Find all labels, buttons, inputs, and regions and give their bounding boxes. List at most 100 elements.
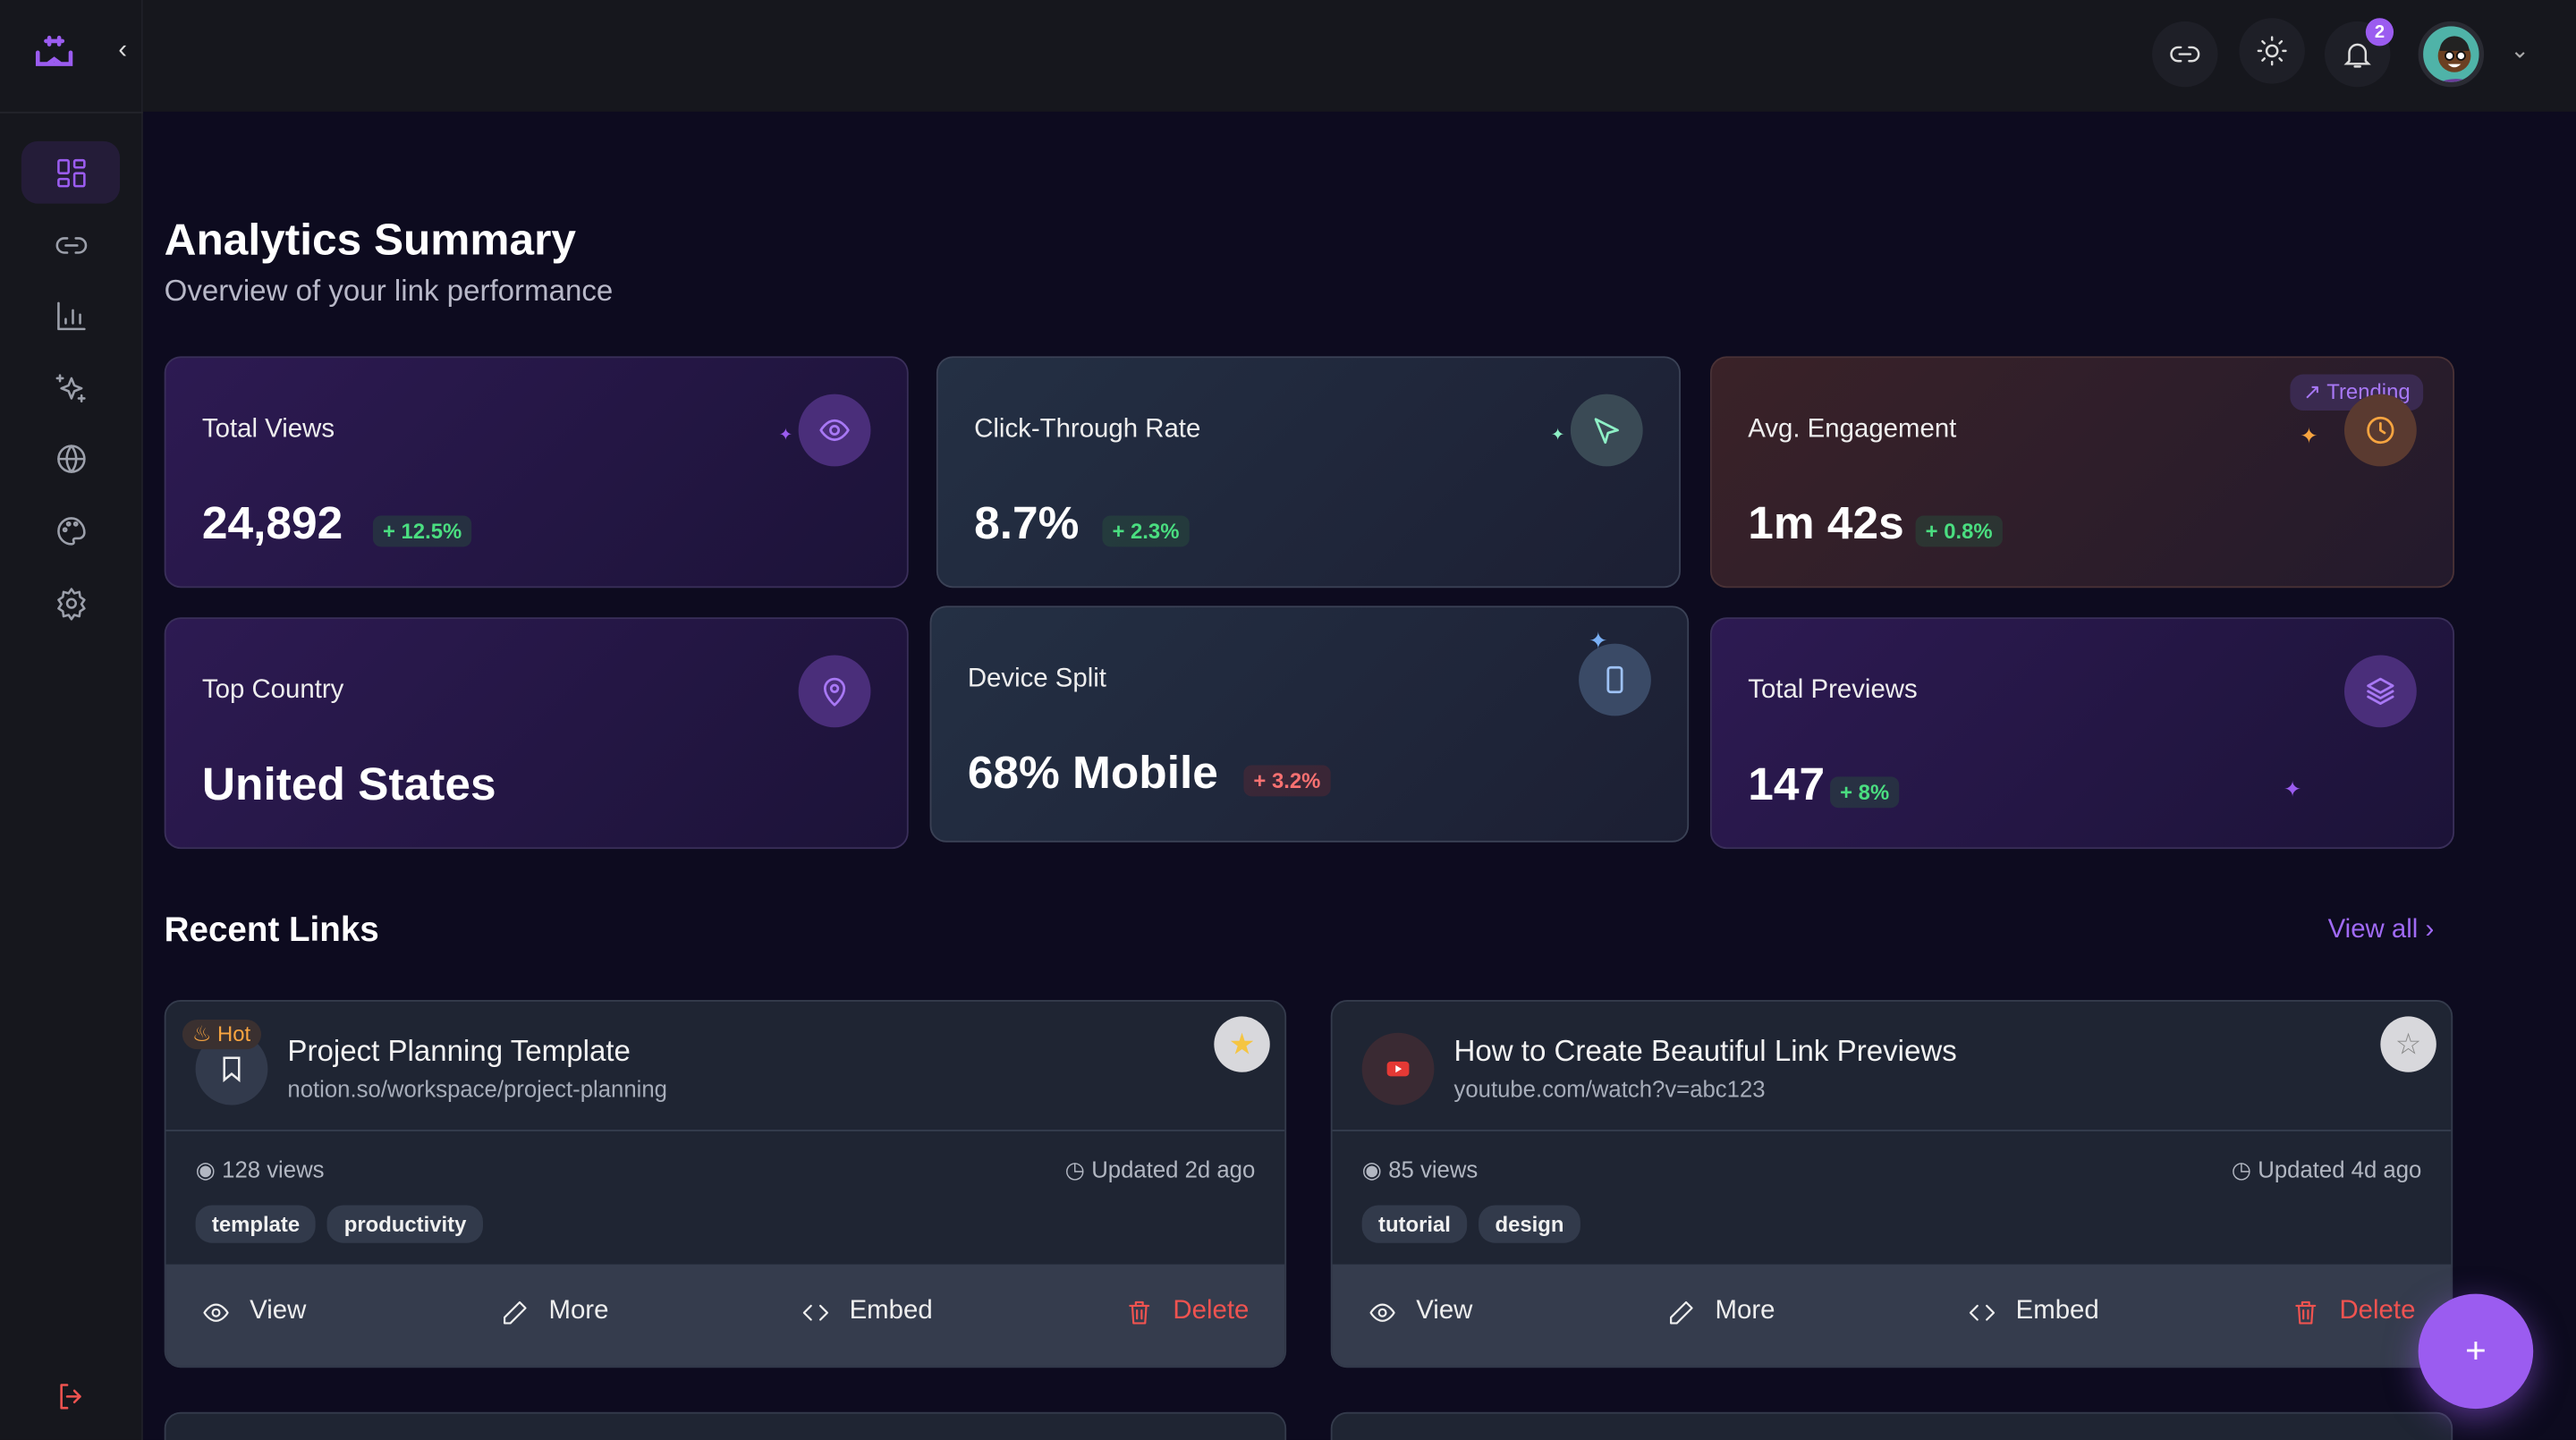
stat-label: Top Country bbox=[201, 676, 344, 705]
sparkle-icon: ✦ bbox=[2300, 423, 2318, 449]
embed-button[interactable]: Embed bbox=[1968, 1297, 2099, 1326]
avatar[interactable] bbox=[2418, 21, 2485, 88]
nav-links[interactable] bbox=[21, 214, 120, 276]
copy-link-button[interactable] bbox=[2152, 21, 2218, 88]
embed-button[interactable]: Embed bbox=[801, 1297, 933, 1326]
link-url: youtube.com/watch?v=abc123 bbox=[1453, 1075, 1766, 1102]
hot-badge: ♨ Hot bbox=[182, 1020, 261, 1050]
embed-label: Embed bbox=[849, 1297, 933, 1326]
embed-label: Embed bbox=[2015, 1297, 2099, 1326]
logo-icon[interactable] bbox=[33, 33, 76, 72]
stat-change: + 2.3% bbox=[1102, 515, 1190, 547]
updated-time: ◷ Updated 2d ago bbox=[1064, 1156, 1256, 1182]
sparkles-icon bbox=[55, 373, 85, 402]
trash-icon bbox=[1129, 1300, 1150, 1324]
stat-label: Click-Through Rate bbox=[974, 415, 1201, 444]
view-label: View bbox=[250, 1297, 307, 1326]
eye-icon bbox=[203, 1302, 229, 1322]
collapse-sidebar-button[interactable]: ‹ bbox=[118, 36, 128, 64]
tag[interactable]: template bbox=[195, 1205, 317, 1243]
add-link-button[interactable]: + bbox=[2418, 1293, 2534, 1410]
logout-button[interactable] bbox=[21, 1365, 120, 1427]
stat-change: + 0.8% bbox=[1915, 515, 2003, 547]
nav-dashboard[interactable] bbox=[21, 140, 121, 204]
updated-label: Updated 4d ago bbox=[2258, 1156, 2422, 1182]
delete-label: Delete bbox=[1173, 1297, 1250, 1326]
account-menu-chevron-icon[interactable]: ⌄ bbox=[2510, 36, 2530, 63]
tag[interactable]: design bbox=[1479, 1205, 1580, 1243]
notifications-button[interactable]: 2 bbox=[2324, 18, 2394, 88]
views-label: 128 views bbox=[222, 1156, 325, 1182]
more-button[interactable]: More bbox=[1667, 1297, 1775, 1326]
delete-button[interactable]: Delete bbox=[2292, 1297, 2415, 1326]
logout-icon bbox=[59, 1383, 80, 1409]
link-title[interactable]: Project Planning Template bbox=[287, 1034, 631, 1068]
nav-ai[interactable] bbox=[21, 356, 120, 419]
bell-icon bbox=[2343, 43, 2371, 68]
stat-label: Total Views bbox=[201, 415, 335, 444]
link-card[interactable] bbox=[1330, 1411, 2453, 1440]
stat-value: United States bbox=[201, 758, 496, 810]
more-label: More bbox=[1715, 1297, 1775, 1326]
delete-button[interactable]: Delete bbox=[1125, 1297, 1249, 1326]
pencil-icon bbox=[1670, 1300, 1693, 1324]
clock-icon bbox=[2343, 394, 2417, 467]
layers-icon bbox=[2343, 655, 2417, 728]
stat-card-total-views: Total Views 24,892 + 12.5% ✦ bbox=[164, 356, 909, 589]
link-icon bbox=[2170, 46, 2200, 63]
tag[interactable]: tutorial bbox=[1361, 1205, 1468, 1243]
link-card[interactable]: How to Create Beautiful Link Previews yo… bbox=[1330, 1000, 2453, 1368]
nav-domains[interactable] bbox=[21, 427, 120, 489]
stat-label: Device Split bbox=[967, 665, 1106, 693]
stat-value: 68% Mobile bbox=[967, 747, 1218, 799]
sparkle-icon: ✦ bbox=[1550, 427, 1565, 445]
view-label: View bbox=[1416, 1297, 1473, 1326]
link-card[interactable]: ♨ Hot Project Planning Template notion.s… bbox=[164, 1000, 1287, 1368]
map-pin-icon bbox=[798, 655, 871, 728]
palette-icon bbox=[56, 516, 85, 545]
recent-links-heading: Recent Links bbox=[164, 911, 379, 950]
sparkle-icon: ✦ bbox=[778, 427, 793, 445]
link-url: notion.so/workspace/project-planning bbox=[287, 1075, 667, 1102]
pencil-icon bbox=[503, 1300, 527, 1324]
view-button[interactable]: View bbox=[1368, 1297, 1472, 1326]
link-title[interactable]: How to Create Beautiful Link Previews bbox=[1453, 1034, 1957, 1068]
view-all-label: View all bbox=[2327, 916, 2419, 944]
trash-icon bbox=[2295, 1300, 2317, 1324]
stat-card-engagement: Avg. Engagement 1m 42s + 0.8% ↗ Trending… bbox=[1710, 356, 2455, 589]
view-count: ◉ 128 views bbox=[195, 1156, 325, 1182]
eye-icon bbox=[798, 394, 871, 467]
view-button[interactable]: View bbox=[202, 1297, 306, 1326]
more-label: More bbox=[548, 1297, 609, 1326]
nav-themes[interactable] bbox=[21, 499, 120, 562]
link-icon bbox=[55, 236, 87, 253]
stat-value: 147 bbox=[1748, 758, 1826, 810]
theme-toggle-button[interactable] bbox=[2239, 18, 2305, 84]
page-subtitle: Overview of your link performance bbox=[164, 274, 614, 308]
cursor-icon bbox=[1570, 394, 1643, 467]
nav-settings[interactable] bbox=[21, 572, 120, 634]
stat-card-top-country: Top Country United States bbox=[164, 617, 909, 850]
bar-chart-icon bbox=[56, 301, 85, 330]
views-label: 85 views bbox=[1388, 1156, 1479, 1182]
code-icon bbox=[1969, 1303, 1996, 1320]
star-button[interactable]: ★ bbox=[1214, 1016, 1270, 1072]
notification-count: 2 bbox=[2365, 18, 2394, 47]
more-button[interactable]: More bbox=[501, 1297, 608, 1326]
stat-label: Total Previews bbox=[1748, 676, 1918, 705]
eye-icon bbox=[1369, 1302, 1395, 1322]
stat-value: 24,892 bbox=[201, 497, 343, 549]
stat-change: + 8% bbox=[1830, 776, 1900, 809]
stat-label: Avg. Engagement bbox=[1748, 415, 1957, 444]
link-card[interactable] bbox=[164, 1411, 1287, 1440]
view-all-link[interactable]: View all › bbox=[2327, 916, 2435, 944]
stat-change: + 12.5% bbox=[372, 515, 472, 547]
tag[interactable]: productivity bbox=[327, 1205, 483, 1243]
dashboard-icon bbox=[56, 158, 85, 187]
updated-time: ◷ Updated 4d ago bbox=[2231, 1156, 2422, 1182]
updated-label: Updated 2d ago bbox=[1091, 1156, 1256, 1182]
stat-card-total-previews: Total Previews 147 + 8% ✦ bbox=[1710, 617, 2455, 850]
star-button[interactable]: ☆ bbox=[2380, 1016, 2436, 1072]
nav-analytics[interactable] bbox=[21, 284, 120, 347]
stat-card-device-split: Device Split 68% Mobile + 3.2% ✦ bbox=[929, 606, 1690, 843]
